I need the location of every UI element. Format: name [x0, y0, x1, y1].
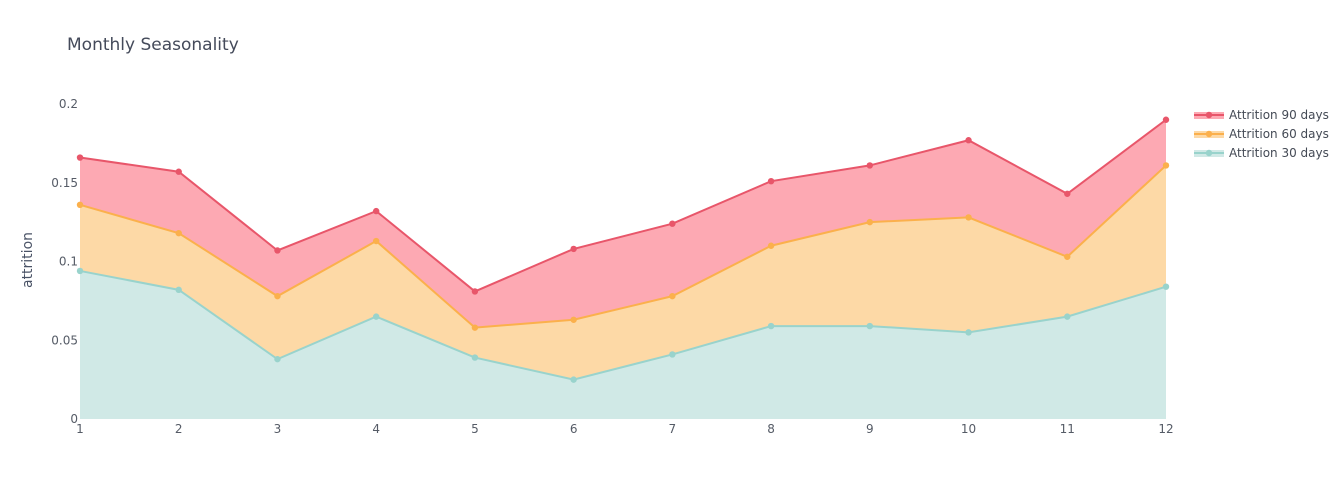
legend-label: Attrition 30 days [1229, 146, 1329, 160]
x-tick-label: 11 [1060, 422, 1075, 436]
chart-title: Monthly Seasonality [67, 35, 239, 55]
point-attrition-60-days[interactable] [471, 324, 479, 331]
point-attrition-30-days[interactable] [274, 355, 281, 363]
point-attrition-30-days[interactable] [767, 322, 775, 330]
point-attrition-30-days[interactable] [1162, 283, 1170, 290]
point-attrition-60-days[interactable] [570, 316, 577, 323]
point-attrition-90-days[interactable] [965, 137, 972, 144]
series-lines [79, 118, 1167, 381]
x-tick-label: 9 [866, 422, 874, 436]
point-attrition-90-days[interactable] [471, 288, 479, 295]
x-tick-label: 7 [669, 422, 677, 436]
y-tick-label: 0 [70, 412, 78, 426]
area-attrition-60-days [80, 165, 1166, 380]
series-points [76, 116, 1170, 383]
point-attrition-90-days[interactable] [76, 154, 84, 161]
legend-item[interactable]: Attrition 90 days [1194, 108, 1329, 122]
point-attrition-60-days[interactable] [866, 218, 874, 226]
x-tick-label: 6 [570, 422, 578, 436]
point-attrition-90-days[interactable] [175, 168, 182, 175]
point-attrition-60-days[interactable] [669, 292, 676, 300]
point-attrition-30-days[interactable] [669, 351, 676, 358]
x-tick-label: 4 [372, 422, 380, 436]
legend-label: Attrition 90 days [1229, 108, 1329, 122]
point-attrition-90-days[interactable] [767, 177, 775, 185]
point-attrition-90-days[interactable] [866, 162, 874, 169]
point-attrition-90-days[interactable] [570, 245, 577, 253]
x-tick-label: 12 [1158, 422, 1173, 436]
point-attrition-30-days[interactable] [1064, 313, 1071, 320]
legend-item[interactable]: Attrition 60 days [1194, 127, 1329, 141]
point-attrition-60-days[interactable] [965, 214, 972, 221]
point-attrition-90-days[interactable] [1162, 116, 1170, 123]
y-tick-label: 0.2 [59, 97, 78, 111]
point-attrition-60-days[interactable] [1064, 253, 1071, 260]
x-tick-label: 3 [274, 422, 282, 436]
legend-marker [1205, 130, 1213, 138]
line-attrition-60-days [79, 164, 1167, 329]
point-attrition-60-days[interactable] [76, 201, 84, 208]
point-attrition-60-days[interactable] [767, 242, 775, 249]
point-attrition-60-days[interactable] [372, 237, 380, 245]
y-tick-label: 0.1 [59, 255, 78, 269]
point-attrition-60-days[interactable] [274, 292, 281, 300]
x-tick-label: 8 [767, 422, 775, 436]
legend-marker [1205, 111, 1213, 119]
point-attrition-90-days[interactable] [372, 207, 380, 215]
point-attrition-30-days[interactable] [372, 313, 380, 320]
point-attrition-30-days[interactable] [570, 376, 577, 383]
legend-label: Attrition 60 days [1229, 127, 1329, 141]
y-axis-ticks: 0 0.05 0.1 0.15 0.2 [51, 97, 78, 426]
area-attrition-90-days [80, 119, 1166, 328]
x-tick-label: 2 [175, 422, 183, 436]
point-attrition-30-days[interactable] [76, 267, 84, 275]
point-attrition-90-days[interactable] [669, 220, 676, 227]
y-tick-label: 0.05 [51, 333, 78, 347]
point-attrition-60-days[interactable] [1162, 162, 1170, 169]
point-attrition-30-days[interactable] [175, 286, 182, 294]
legend-item[interactable]: Attrition 30 days [1194, 146, 1329, 160]
line-attrition-90-days [79, 118, 1167, 293]
area-layers [80, 119, 1166, 419]
point-attrition-90-days[interactable] [1064, 190, 1071, 197]
x-tick-label: 5 [471, 422, 479, 436]
y-axis-label: attrition [20, 232, 36, 288]
x-tick-label: 10 [961, 422, 976, 436]
point-attrition-30-days[interactable] [965, 329, 972, 336]
x-tick-label: 1 [76, 422, 84, 436]
x-axis-ticks: 1 2 3 4 5 6 7 8 9 10 11 12 [76, 422, 1173, 436]
point-attrition-60-days[interactable] [175, 229, 182, 237]
point-attrition-90-days[interactable] [274, 247, 281, 254]
point-attrition-30-days[interactable] [471, 354, 479, 361]
area-attrition-30-days [80, 270, 1166, 419]
point-attrition-30-days[interactable] [866, 322, 874, 330]
legend[interactable]: Attrition 90 days Attrition 60 days Attrit… [1194, 108, 1329, 160]
y-tick-label: 0.15 [51, 176, 78, 190]
legend-marker [1205, 149, 1213, 157]
line-attrition-30-days [79, 269, 1167, 381]
